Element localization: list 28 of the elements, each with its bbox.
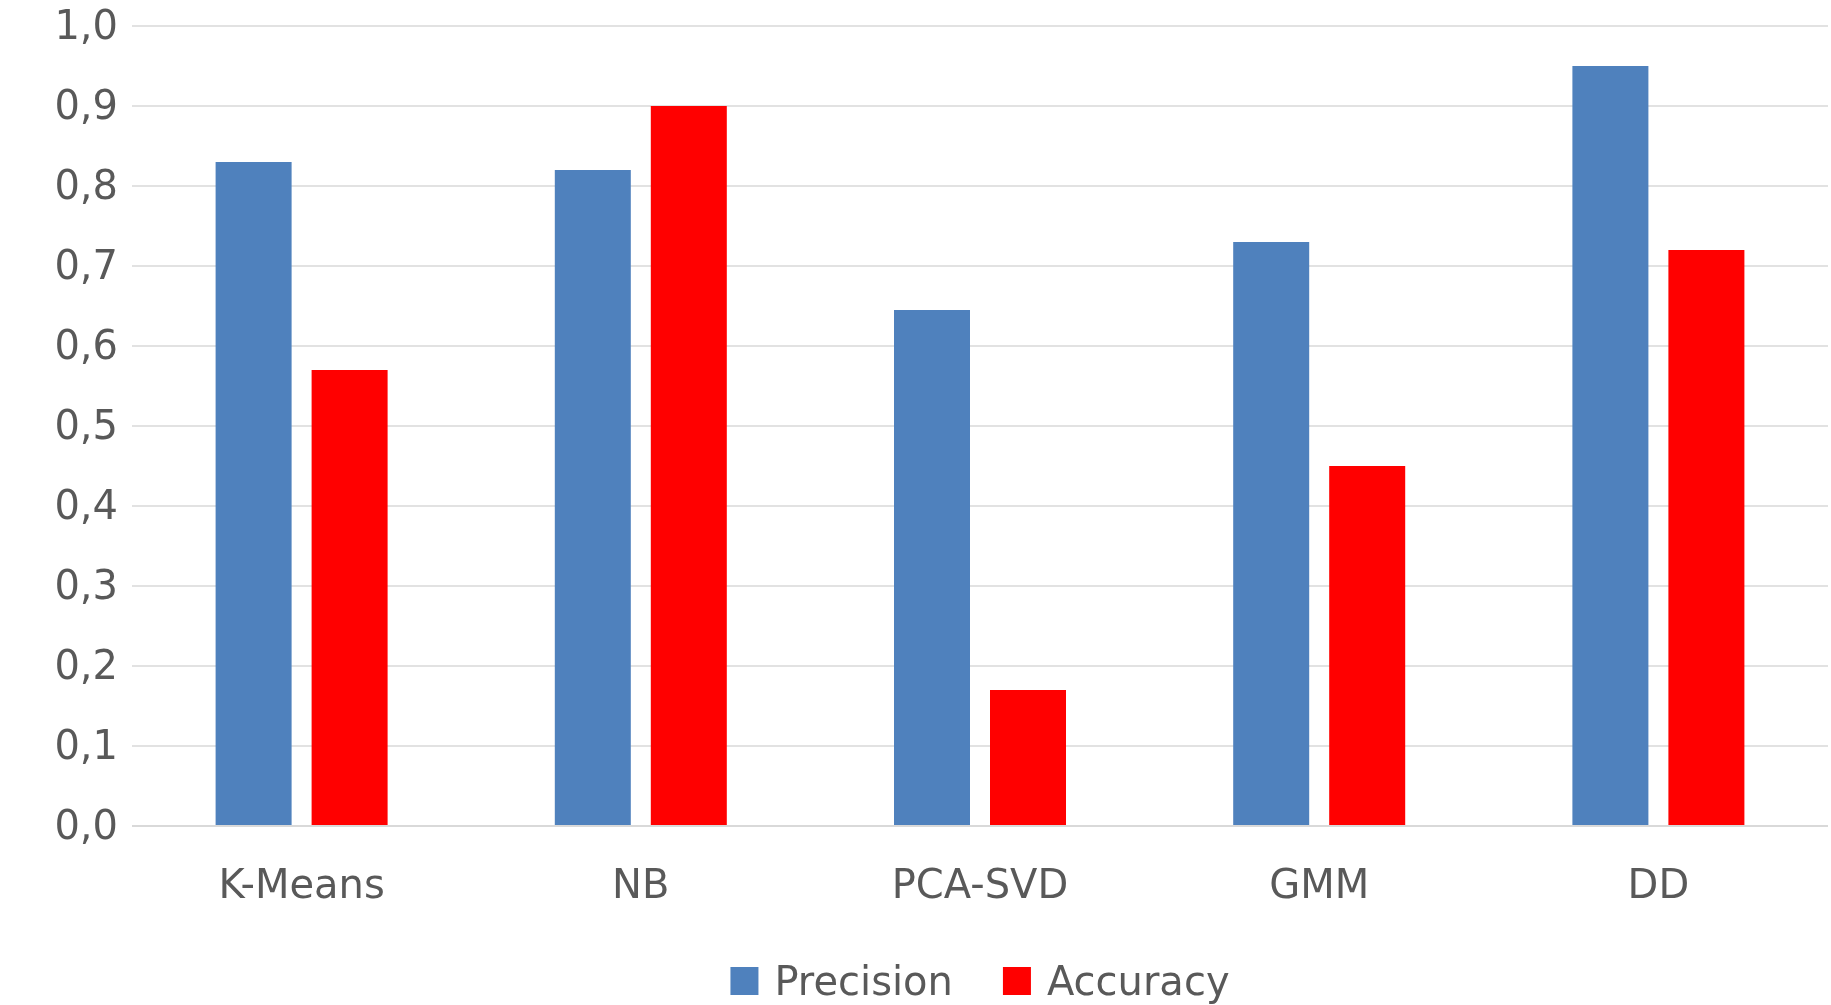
x-tick-label: GMM xyxy=(1269,861,1370,908)
y-tick-label: 0,7 xyxy=(54,242,118,289)
y-tick-label: 0,8 xyxy=(54,162,118,209)
bar xyxy=(990,690,1066,826)
legend-label: Accuracy xyxy=(1046,958,1230,1004)
y-tick-label: 0,1 xyxy=(54,722,118,769)
y-tick-label: 0,5 xyxy=(54,402,118,449)
y-tick-label: 0,6 xyxy=(54,322,118,369)
bar xyxy=(1668,250,1745,826)
y-tick-label: 0,0 xyxy=(54,802,118,849)
bar xyxy=(1572,66,1649,826)
x-tick-label: NB xyxy=(612,861,670,908)
bar xyxy=(215,162,292,826)
x-tick-label: K-Means xyxy=(218,861,385,908)
y-tick-label: 0,2 xyxy=(54,642,118,689)
y-tick-label: 0,4 xyxy=(54,482,118,529)
y-tick-label: 1,0 xyxy=(54,2,118,49)
x-tick-label: PCA-SVD xyxy=(891,861,1069,908)
bar xyxy=(554,170,631,826)
legend-label: Precision xyxy=(774,958,953,1004)
bar xyxy=(894,310,970,826)
bar xyxy=(1329,466,1406,826)
bar xyxy=(1233,242,1310,826)
bar xyxy=(650,106,727,826)
y-tick-label: 0,9 xyxy=(54,82,118,129)
bar xyxy=(311,370,388,826)
y-tick-label: 0,3 xyxy=(54,562,118,609)
x-tick-label: DD xyxy=(1627,861,1690,908)
